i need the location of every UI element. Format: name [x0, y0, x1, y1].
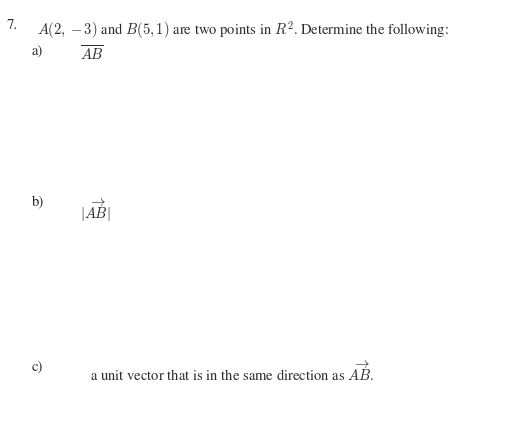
Text: a unit vector that is in the same direction as $\overrightarrow{AB}$.: a unit vector that is in the same direct… — [90, 360, 374, 384]
Text: a): a) — [32, 44, 43, 58]
Text: c): c) — [32, 360, 43, 373]
Text: $\overline{AB}$: $\overline{AB}$ — [80, 44, 104, 64]
Text: b): b) — [32, 196, 44, 210]
Text: 7.: 7. — [6, 19, 17, 32]
Text: $|\overrightarrow{AB}|$: $|\overrightarrow{AB}|$ — [80, 196, 110, 224]
Text: $A(2, -3)$ and $B(5, 1)$ are two points in $R^2$. Determine the following:: $A(2, -3)$ and $B(5, 1)$ are two points … — [37, 19, 449, 41]
